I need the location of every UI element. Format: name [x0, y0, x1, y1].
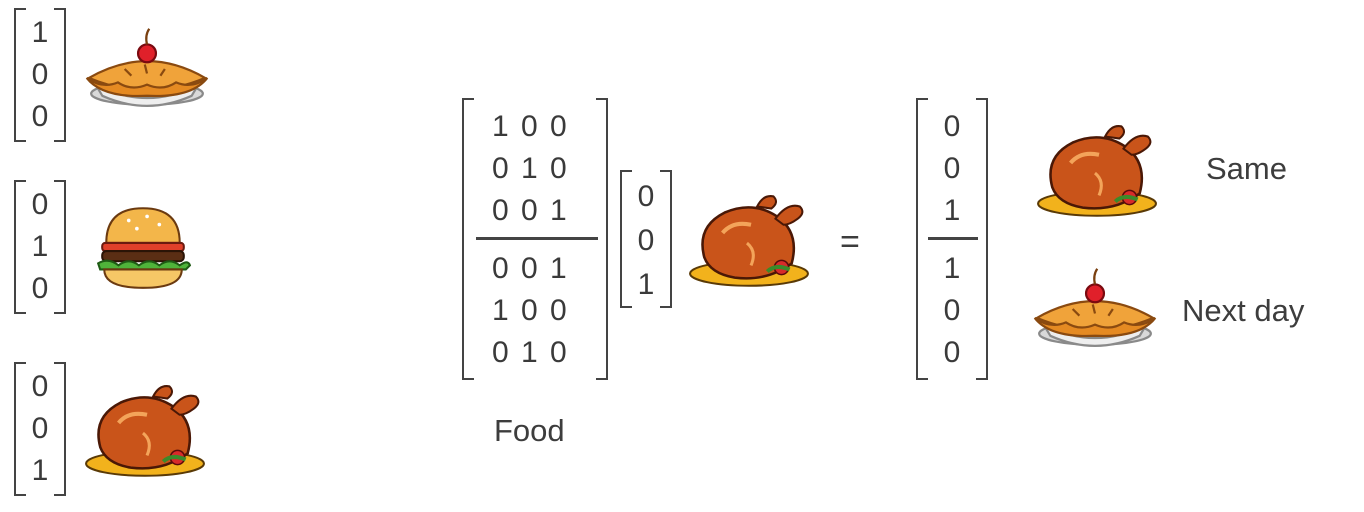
pie-icon [85, 27, 209, 107]
input-vector-value: 0 [637, 224, 655, 257]
vector-burger-value: 1 [31, 230, 49, 263]
vector-burger: 0 1 0 [14, 180, 66, 314]
same-label: Same [1206, 151, 1287, 186]
matrix-divider [476, 237, 598, 240]
input-vector-value: 1 [637, 268, 655, 301]
vector-turkey: 0 0 1 [14, 362, 66, 496]
result-value: 0 [943, 110, 961, 143]
input-vector: 0 0 1 [620, 170, 672, 308]
turkey-icon [82, 378, 208, 478]
matrix-row: 0 1 0 [492, 336, 569, 369]
result-divider [928, 237, 978, 240]
result-value: 1 [943, 252, 961, 285]
matrix-row: 0 1 0 [492, 152, 569, 185]
result-vector: 0 0 1 1 0 0 [916, 98, 988, 380]
equals-sign: = [840, 223, 860, 261]
turkey-icon [686, 188, 812, 288]
vector-pie-value: 1 [31, 16, 49, 49]
vector-turkey-value: 0 [31, 370, 49, 403]
matrix-row: 1 0 0 [492, 110, 569, 143]
vector-pie: 1 0 0 [14, 8, 66, 142]
result-value: 1 [943, 194, 961, 227]
result-value: 0 [943, 152, 961, 185]
vector-pie-value: 0 [31, 100, 49, 133]
matrix-label: Food [494, 413, 565, 448]
vector-burger-value: 0 [31, 188, 49, 221]
burger-icon [97, 207, 191, 289]
matrix-row: 1 0 0 [492, 294, 569, 327]
turkey-icon [1034, 118, 1160, 218]
vector-turkey-value: 0 [31, 412, 49, 445]
next-day-label: Next day [1182, 293, 1305, 328]
result-value: 0 [943, 336, 961, 369]
input-vector-value: 0 [637, 180, 655, 213]
vector-turkey-value: 1 [31, 454, 49, 487]
food-matrix: 1 0 0 0 1 0 0 0 1 0 0 1 1 0 0 0 1 0 [462, 98, 608, 380]
matrix-row: 0 0 1 [492, 194, 569, 227]
result-value: 0 [943, 294, 961, 327]
vector-burger-value: 0 [31, 272, 49, 305]
matrix-row: 0 0 1 [492, 252, 569, 285]
vector-pie-value: 0 [31, 58, 49, 91]
pie-icon [1033, 267, 1157, 347]
